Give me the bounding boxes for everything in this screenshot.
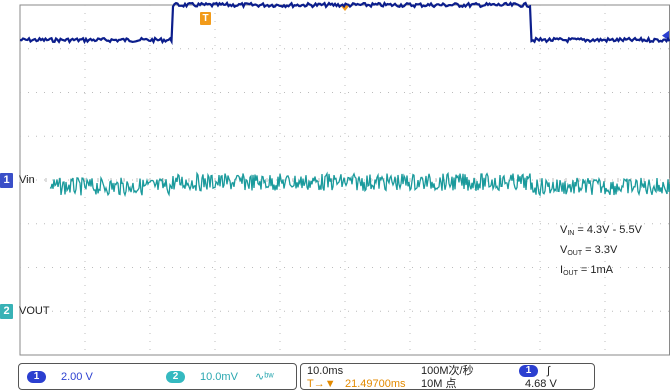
vout-condition: VOUT = 3.3V — [560, 242, 642, 262]
iout-subscript: OUT — [563, 270, 578, 277]
ch1-badge[interactable]: 1 — [27, 371, 46, 383]
waveform-plot — [19, 0, 670, 356]
scope-screen: T 1 Vin 2 VOUT VIN = 4.3V - 5.5V VOUT = … — [0, 0, 670, 356]
iout-value: = 1mA — [577, 264, 613, 276]
vin-waveform — [19, 0, 670, 46]
ch2-scale[interactable]: 10.0mV — [200, 371, 238, 383]
ch1-marker-label: Vin — [19, 174, 35, 186]
vout-value: = 3.3V — [582, 244, 618, 256]
trigger-offset-value[interactable]: 21.49700ms — [345, 378, 406, 390]
status-bar: 1 2.00 V 2 10.0mV ∿ᵇʷ 10.0ms T→▼ 21.4970… — [0, 362, 670, 391]
ch1-marker-number: 1 — [0, 173, 13, 188]
timebase-panel[interactable]: 10.0ms T→▼ 21.49700ms 100M次/秒 10M 点 1 ∫ … — [300, 363, 595, 390]
trigger-time-icon — [340, 5, 350, 11]
trigger-offset-icon: T→▼ — [307, 378, 336, 390]
ch2-marker-label: VOUT — [19, 305, 50, 317]
test-conditions-annotation: VIN = 4.3V - 5.5V VOUT = 3.3V IOUT = 1mA — [560, 222, 642, 282]
record-length: 10M 点 — [421, 378, 457, 390]
trigger-position-marker[interactable]: T — [200, 12, 211, 25]
vin-symbol: V — [560, 224, 568, 236]
iout-condition: IOUT = 1mA — [560, 262, 642, 282]
bandwidth-limit-icon: ∿ᵇʷ — [255, 371, 274, 383]
vin-condition: VIN = 4.3V - 5.5V — [560, 222, 642, 242]
channel-settings-panel[interactable]: 1 2.00 V 2 10.0mV ∿ᵇʷ — [18, 363, 297, 390]
vout-subscript: OUT — [567, 250, 583, 257]
sample-rate: 100M次/秒 — [421, 365, 474, 377]
vin-subscript: IN — [567, 230, 575, 237]
timebase-value[interactable]: 10.0ms — [307, 365, 344, 377]
trigger-source-badge[interactable]: 1 — [519, 365, 538, 377]
vin-value: = 4.3V - 5.5V — [574, 224, 642, 236]
ch1-scale[interactable]: 2.00 V — [61, 371, 93, 383]
vout-waveform — [49, 171, 670, 198]
vout-symbol: V — [560, 244, 568, 256]
iout-symbol: I — [560, 264, 564, 276]
trigger-slope-icon: ∫ — [547, 365, 551, 377]
ch2-marker-number: 2 — [0, 304, 13, 319]
ch2-badge[interactable]: 2 — [166, 371, 185, 383]
trigger-level[interactable]: 4.68 V — [525, 378, 557, 390]
